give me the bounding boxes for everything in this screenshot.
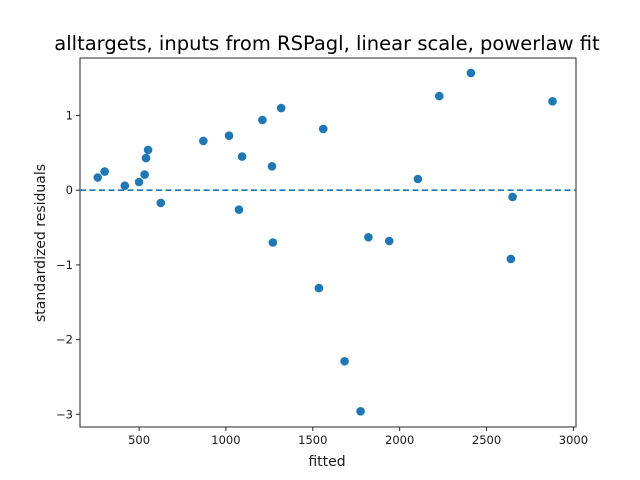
data-point [100, 167, 109, 176]
y-tick-label: 1 [66, 109, 73, 123]
x-tick-label: 500 [128, 433, 150, 447]
x-tick-label: 1500 [298, 433, 327, 447]
plot-area [79, 57, 577, 428]
data-point [548, 97, 557, 106]
x-axis-label: fitted [308, 454, 345, 470]
x-tick-label: 3000 [559, 433, 588, 447]
x-tick-label: 2500 [472, 433, 501, 447]
data-points [93, 68, 557, 416]
data-point [141, 153, 151, 163]
data-point [268, 238, 278, 247]
plot-frame [79, 57, 577, 428]
x-tick-label: 2000 [385, 433, 414, 447]
data-point [314, 283, 324, 293]
data-point [506, 254, 516, 264]
data-point [384, 236, 394, 246]
data-point [237, 152, 247, 161]
data-point [143, 145, 153, 155]
y-tick-label: −2 [56, 333, 73, 347]
y-tick-label: −1 [56, 258, 73, 272]
data-point [340, 356, 349, 366]
data-point [276, 103, 286, 113]
data-point [434, 91, 444, 101]
data-point [466, 68, 476, 78]
data-point [267, 162, 277, 171]
y-axis-label: standardized residuals [33, 164, 49, 322]
data-point [234, 205, 244, 214]
x-tick-label: 1000 [211, 433, 240, 447]
data-point [140, 170, 149, 179]
data-point [318, 124, 328, 134]
data-point [199, 136, 208, 146]
data-point [224, 131, 234, 140]
y-tick-label: 0 [66, 183, 73, 197]
data-point [93, 173, 103, 182]
chart-title: alltargets, inputs from RSPagl, linear s… [54, 32, 600, 55]
data-point [134, 177, 144, 187]
data-point [413, 174, 423, 184]
data-point [364, 232, 373, 242]
y-axis-ticks: −3 −2 −1 0 1 [56, 109, 80, 421]
data-point [356, 407, 365, 416]
x-axis-ticks: 500 1000 1500 2000 2500 3000 [128, 427, 588, 447]
y-tick-label: −3 [56, 407, 73, 421]
data-point [156, 198, 166, 208]
data-point [258, 115, 267, 125]
data-point [508, 192, 517, 202]
data-point [120, 181, 130, 191]
